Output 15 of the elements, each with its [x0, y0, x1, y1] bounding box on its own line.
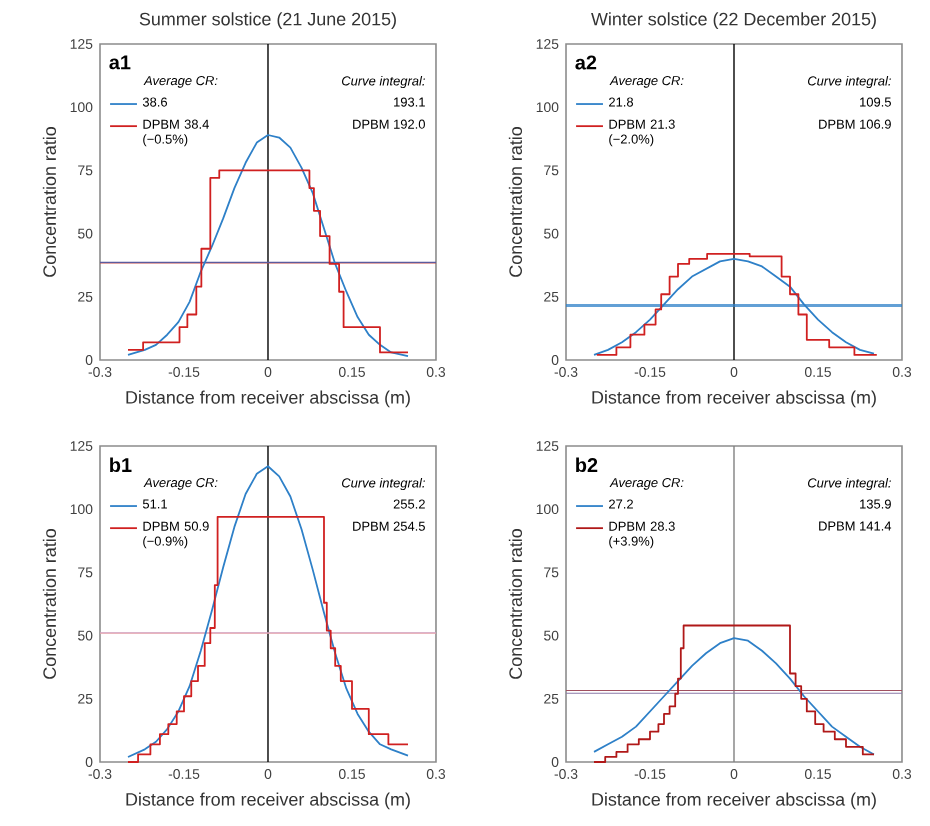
y-axis-title: Concentration ratio: [42, 127, 57, 277]
chart-title: Summer solstice (21 June 2015): [139, 12, 396, 29]
x-axis-title: Distance from receiver abscissa (m): [592, 792, 876, 810]
x-axis-title: Distance from receiver abscissa (m): [126, 792, 410, 810]
line-series: [127, 134, 409, 358]
y-axis-title: Concentration ratio: [42, 529, 57, 679]
annotation: a2: [575, 55, 597, 70]
chart-title: Winter solstice (22 December 2015): [591, 12, 876, 29]
y-axis-title: Concentration ratio: [508, 127, 523, 277]
annotation: b2: [576, 457, 598, 473]
x-axis-title: Distance from receiver abscissa (m): [592, 390, 876, 408]
annotation: a1: [109, 55, 131, 70]
x-axis-title: Distance from receiver abscissa (m): [126, 390, 410, 408]
y-axis-title: Concentration ratio: [508, 529, 523, 679]
annotation: b1: [110, 457, 132, 473]
